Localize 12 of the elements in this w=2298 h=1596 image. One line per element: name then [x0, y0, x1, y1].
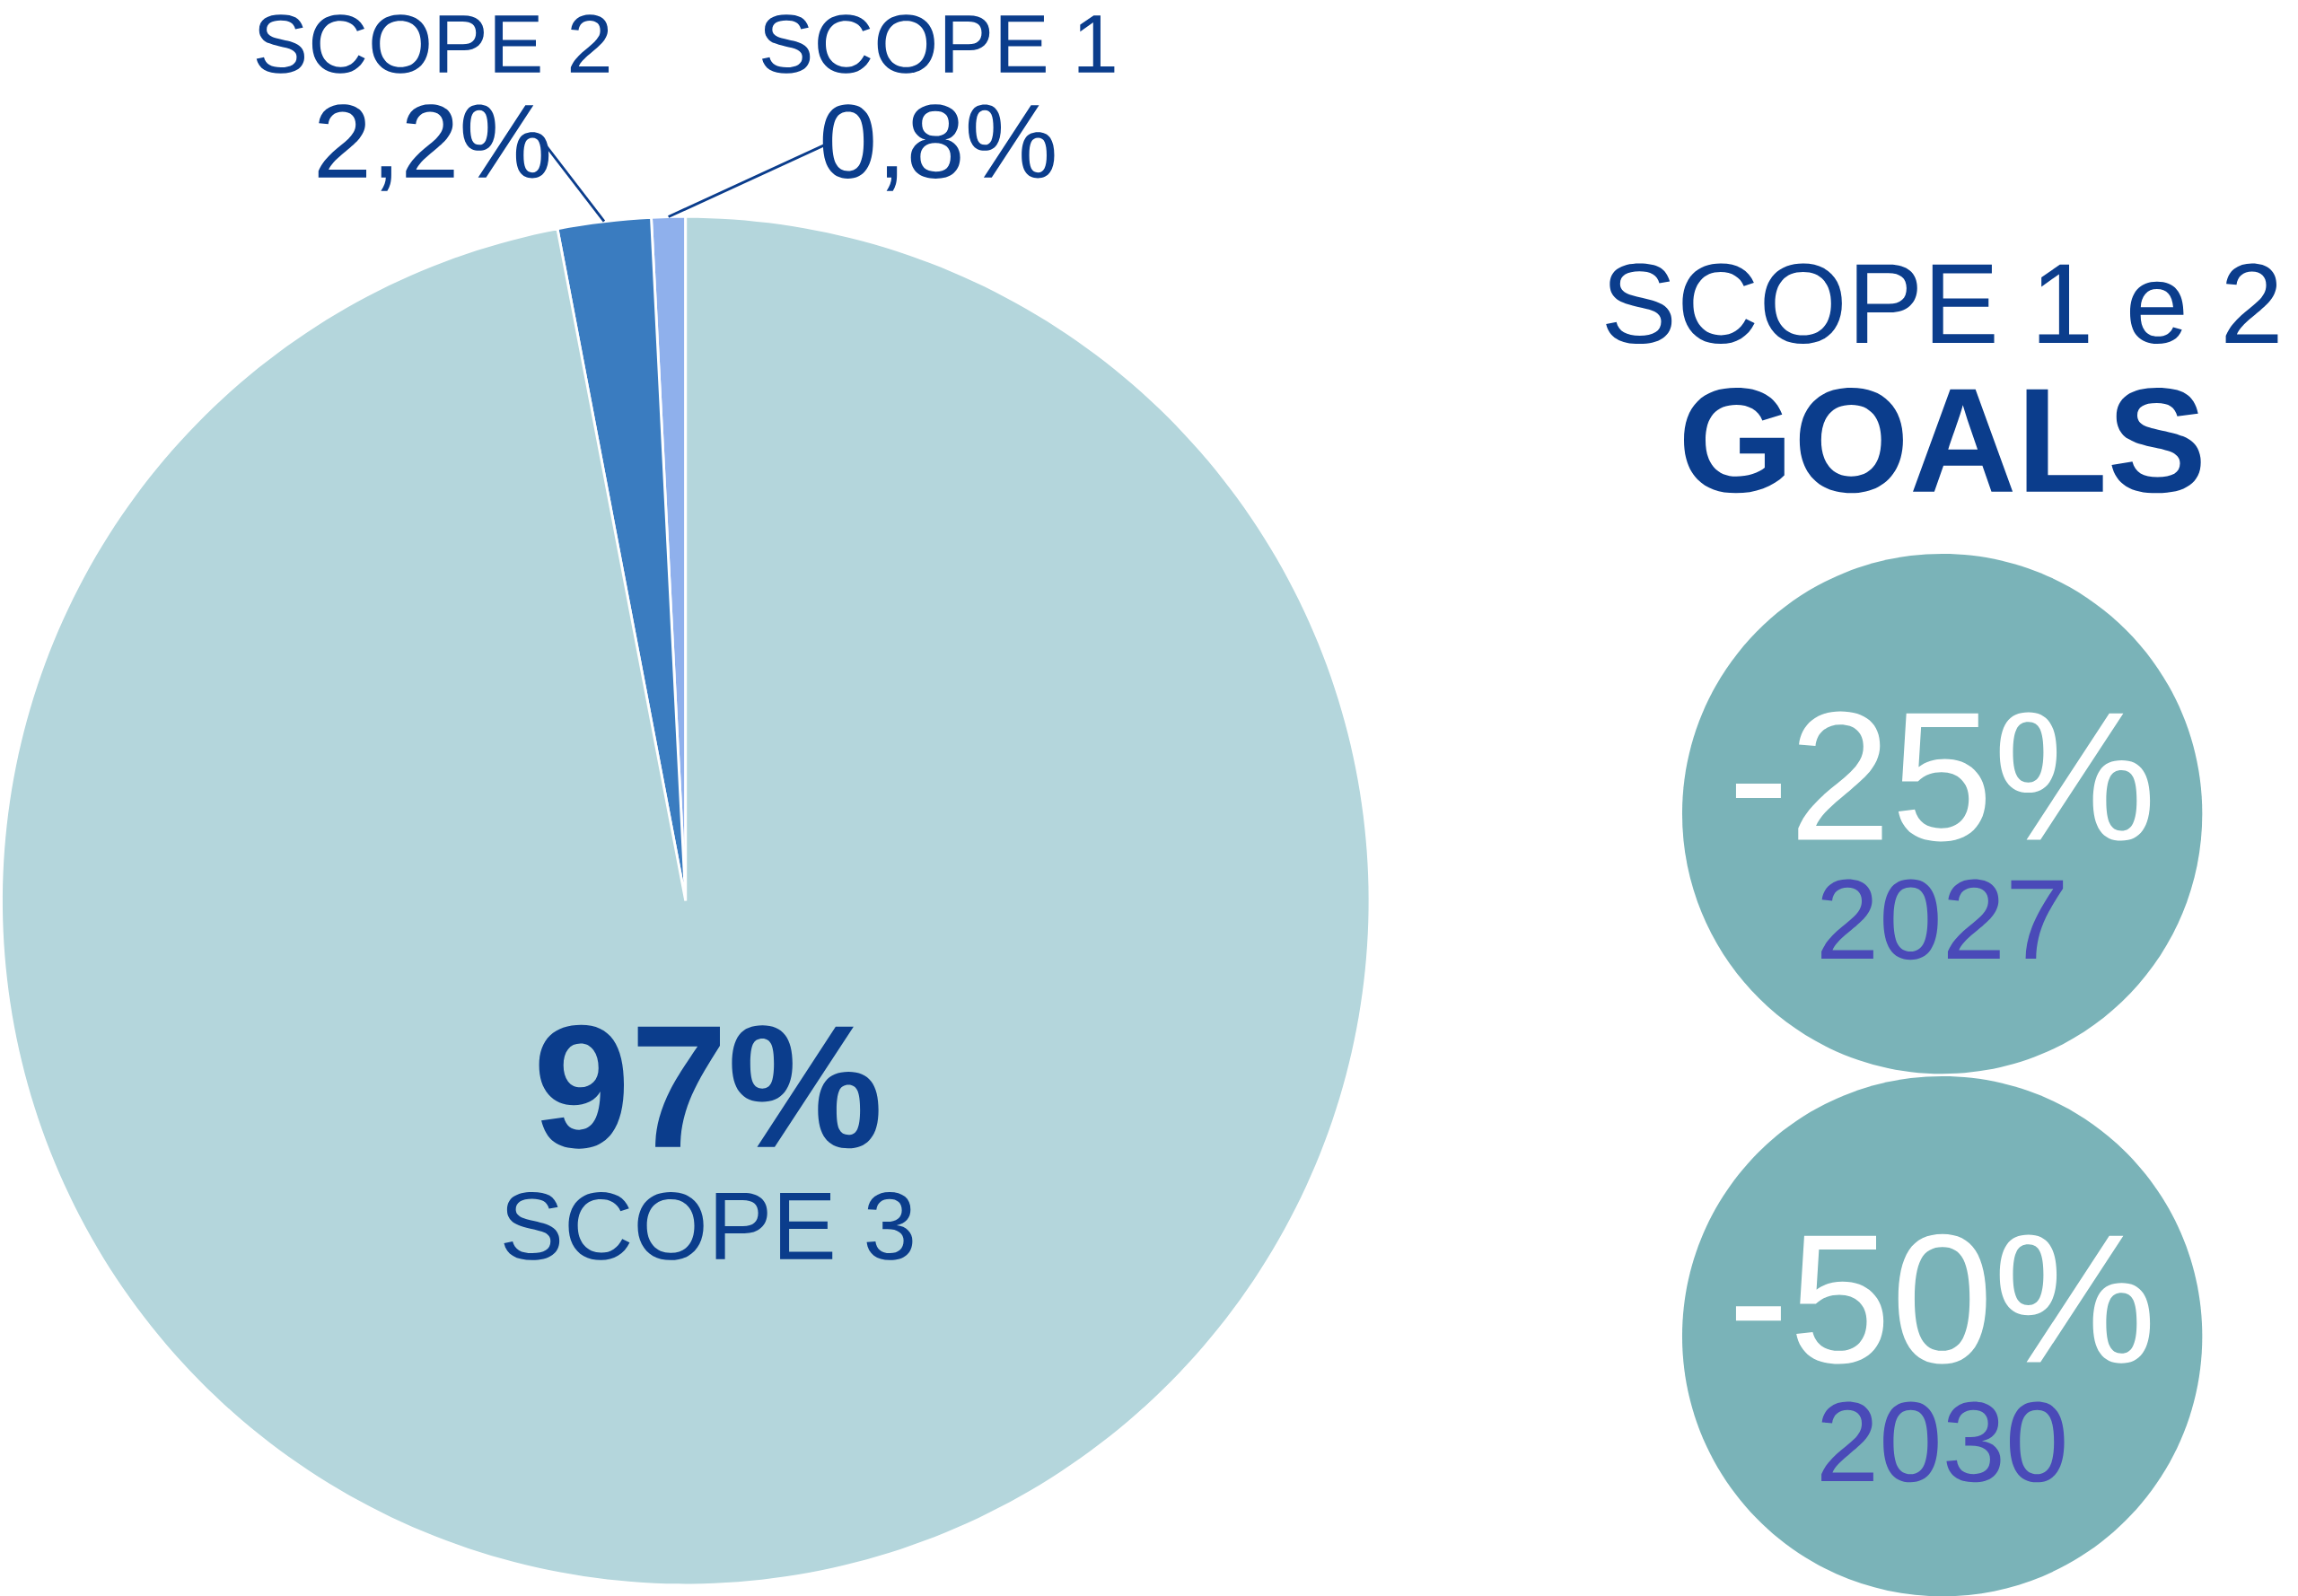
text: SCOPE 1 e 2	[1606, 263, 2278, 344]
data-label: 97%	[539, 1024, 879, 1149]
slice-label: SCOPE 3	[504, 1191, 913, 1260]
slice-label: SCOPE 2	[256, 14, 610, 74]
text: -50%	[1735, 1233, 2151, 1364]
text: -25%	[1735, 711, 2151, 842]
slice-label: SCOPE 1	[762, 14, 1115, 74]
data-label: 2,2%	[318, 103, 549, 191]
data-label: 0,8%	[822, 103, 1055, 191]
text: 2027	[1821, 879, 2064, 960]
text: GOALS	[1684, 387, 2201, 494]
text: 2030	[1821, 1401, 2065, 1483]
